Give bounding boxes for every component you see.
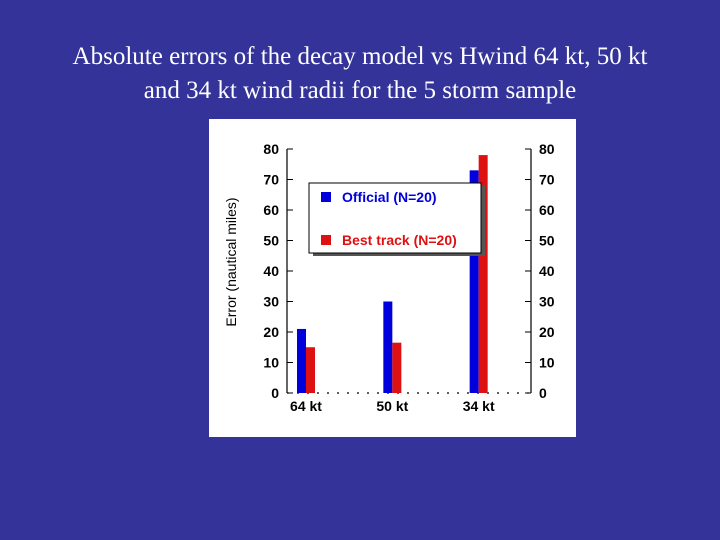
x-tick-label: 34 kt — [463, 398, 495, 414]
legend-label-best-track: Best track (N=20) — [342, 232, 457, 248]
y-tick-label-right: 50 — [539, 233, 555, 249]
y-tick-label-right: 0 — [539, 385, 547, 401]
bar-official-64-kt — [297, 328, 306, 393]
slide-title-line-1: Absolute errors of the decay model vs Hw… — [72, 43, 648, 70]
legend-box — [308, 182, 482, 254]
legend-swatch-best-track — [321, 235, 331, 245]
slide-title: Absolute errors of the decay model vs Hw… — [0, 40, 720, 108]
y-tick-label-left: 10 — [263, 355, 279, 371]
y-tick-label-left: 20 — [263, 324, 279, 340]
y-tick-label-left: 50 — [263, 233, 279, 249]
bar-best-track-64-kt — [306, 347, 315, 393]
y-tick-label-left: 80 — [263, 141, 279, 157]
y-tick-label-left: 0 — [271, 385, 279, 401]
y-ticks: 0 0 10 10 20 20 30 30 40 40 50 50 60 60 70 70 80 80 — [263, 141, 554, 401]
bars — [297, 155, 488, 393]
bar-best-track-50-kt — [392, 342, 402, 393]
y-tick-label-right: 30 — [539, 294, 555, 310]
chart-panel: Error (nautical miles) 0 0 10 10 20 20 30 30 40 4… — [209, 119, 576, 437]
legend-swatch-official — [321, 192, 331, 202]
x-tick-label: 64 kt — [290, 398, 322, 414]
y-tick-label-right: 80 — [539, 141, 555, 157]
y-tick-label-right: 40 — [539, 263, 555, 279]
y-axis-label: Error (nautical miles) — [223, 197, 239, 326]
y-tick-label-left: 30 — [263, 294, 279, 310]
bar-best-track-34-kt — [478, 155, 488, 393]
y-tick-label-left: 70 — [263, 172, 279, 188]
bar-official-34-kt — [469, 170, 479, 393]
legend: Official (N=20) Best track (N=20) — [308, 182, 485, 256]
y-tick-label-right: 10 — [539, 355, 555, 371]
slide-title-line-2: and 34 kt wind radii for the 5 storm sam… — [143, 77, 577, 104]
x-tick-label: 50 kt — [376, 398, 408, 414]
y-tick-label-left: 40 — [263, 263, 279, 279]
y-tick-label-left: 60 — [263, 202, 279, 218]
legend-label-official: Official (N=20) — [342, 189, 437, 205]
x-tick-labels: 64 kt 50 kt 34 kt — [290, 398, 495, 414]
y-tick-label-right: 60 — [539, 202, 555, 218]
y-tick-label-right: 70 — [539, 172, 555, 188]
y-tick-label-right: 20 — [539, 324, 555, 340]
bar-chart: Error (nautical miles) 0 0 10 10 20 20 30 30 40 4… — [223, 141, 555, 414]
bar-official-50-kt — [383, 301, 393, 393]
